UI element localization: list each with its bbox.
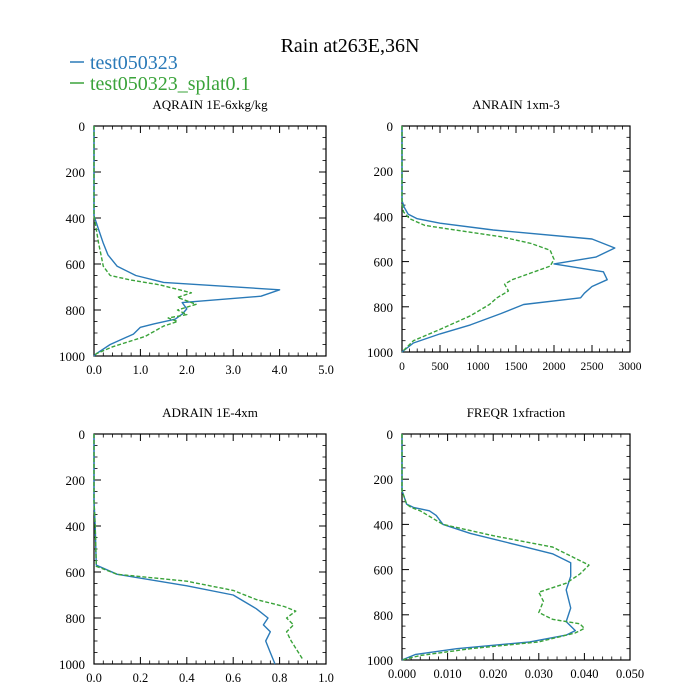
- panel-title: ANRAIN 1xm-3: [472, 97, 560, 112]
- y-tick-label: 800: [374, 608, 394, 623]
- x-tick-label: 500: [431, 361, 449, 373]
- y-tick-label: 400: [66, 211, 86, 226]
- series-line-1: [401, 434, 576, 661]
- series-line-1: [93, 434, 276, 665]
- series-line-1: [93, 126, 281, 357]
- y-tick-label: 800: [66, 303, 86, 318]
- x-tick-label: 5.0: [318, 363, 334, 377]
- y-tick-label: 800: [66, 611, 86, 626]
- plot-frame: [93, 125, 327, 357]
- legend-label-series-1: test050323: [90, 52, 178, 74]
- plot-frame: [93, 433, 327, 665]
- y-tick-label: 600: [374, 255, 394, 270]
- panel-adrain: ADRAIN 1E-4xm 0.0 0.2 0.4 0.6 0.8 1.0 0 200 400 6…: [59, 405, 334, 685]
- y-tick-label: 200: [66, 165, 86, 180]
- series-line-2: [401, 126, 555, 353]
- y-tick-label: 0: [387, 427, 394, 442]
- y-tick-label: 1000: [59, 657, 85, 672]
- plot-frame: [401, 125, 631, 353]
- legend: test050323 test050323_splat0.1: [70, 52, 251, 95]
- x-tick-label: 0.030: [525, 667, 553, 681]
- x-tick-label: 4.0: [272, 363, 288, 377]
- y-tick-label: 400: [374, 209, 394, 224]
- y-tick-label: 600: [374, 563, 394, 578]
- figure-title: Rain at263E,36N: [281, 35, 420, 57]
- x-tick-label: 0.0: [86, 671, 102, 685]
- y-tick-label: 1000: [59, 349, 85, 364]
- y-tick-label: 0: [79, 119, 86, 134]
- x-tick-label: 0: [399, 361, 405, 373]
- panel-anrain: ANRAIN 1xm-3 0 500 1000 1500 2000 2500 3000 0 20…: [367, 97, 642, 373]
- y-tick-label: 0: [79, 427, 86, 442]
- x-tick-label: 3000: [619, 361, 642, 373]
- plot-frame: [401, 433, 631, 661]
- y-tick-label: 200: [66, 473, 86, 488]
- y-tick-label: 600: [66, 257, 86, 272]
- y-tick-label: 200: [374, 472, 394, 487]
- series-line-2: [93, 434, 304, 660]
- x-tick-label: 1.0: [318, 671, 334, 685]
- x-tick-label: 0.040: [570, 667, 598, 681]
- y-tick-label: 400: [374, 517, 394, 532]
- panel-title: AQRAIN 1E-6xkg/kg: [152, 97, 268, 112]
- x-tick-label: 1.0: [133, 363, 149, 377]
- y-tick-label: 200: [374, 164, 394, 179]
- x-tick-label: 0.2: [133, 671, 149, 685]
- series-line-2: [401, 434, 590, 661]
- x-tick-label: 0.000: [388, 667, 416, 681]
- x-tick-label: 0.6: [225, 671, 241, 685]
- x-tick-label: 0.4: [179, 671, 195, 685]
- panel-aqrain: AQRAIN 1E-6xkg/kg 0.0 1.0 2.0 3.0 4.0 5.0 0 200…: [59, 97, 334, 377]
- panel-title: FREQR 1xfraction: [467, 405, 566, 420]
- panel-freqr: FREQR 1xfraction 0.000 0.010 0.020 0.030 0.0…: [367, 405, 644, 681]
- legend-label-series-2: test050323_splat0.1: [90, 73, 251, 95]
- x-tick-label: 0.050: [616, 667, 644, 681]
- y-tick-label: 400: [66, 519, 86, 534]
- x-tick-label: 1500: [505, 361, 528, 373]
- x-tick-label: 2.0: [179, 363, 195, 377]
- y-tick-label: 0: [387, 119, 394, 134]
- y-tick-label: 800: [374, 300, 394, 315]
- series-line-1: [401, 126, 616, 353]
- x-tick-label: 3.0: [225, 363, 241, 377]
- x-tick-label: 2000: [543, 361, 566, 373]
- x-tick-label: 2500: [581, 361, 604, 373]
- x-tick-label: 0.020: [479, 667, 507, 681]
- y-tick-label: 600: [66, 565, 86, 580]
- x-tick-label: 0.010: [434, 667, 462, 681]
- series-line-2: [93, 126, 197, 357]
- x-tick-label: 0.8: [272, 671, 288, 685]
- x-tick-label: 1000: [467, 361, 490, 373]
- y-tick-label: 1000: [367, 345, 393, 360]
- y-tick-label: 1000: [367, 653, 393, 668]
- x-tick-label: 0.0: [86, 363, 102, 377]
- panel-title: ADRAIN 1E-4xm: [162, 405, 258, 420]
